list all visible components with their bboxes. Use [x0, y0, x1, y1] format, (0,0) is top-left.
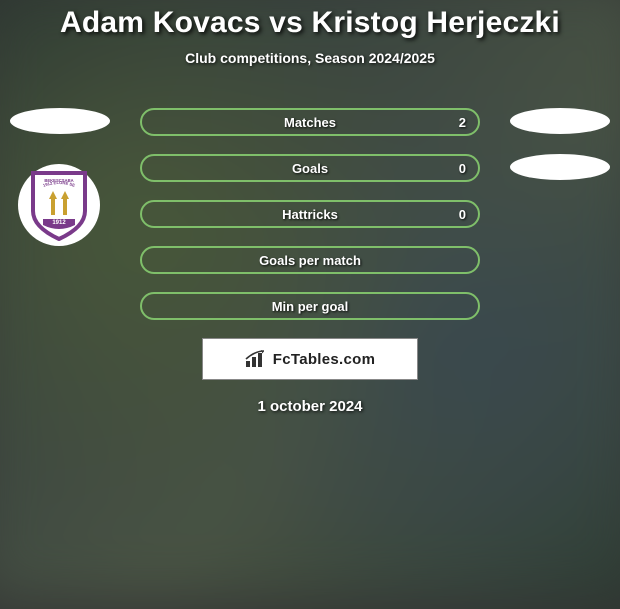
stat-row-gpm: Goals per match: [0, 246, 620, 274]
stat-value-right: 0: [459, 207, 466, 222]
stat-label: Goals per match: [259, 253, 361, 268]
stat-pill: Min per goal: [140, 292, 480, 320]
page-date: 1 october 2024: [0, 398, 620, 415]
stat-row-goals: Goals 0: [0, 154, 620, 182]
stat-value-right: 2: [459, 115, 466, 130]
bars-icon: [245, 350, 267, 368]
stat-row-matches: Matches 2: [0, 108, 620, 136]
page-subtitle: Club competitions, Season 2024/2025: [0, 50, 620, 66]
stat-label: Goals: [292, 161, 328, 176]
stat-pill: Hattricks 0: [140, 200, 480, 228]
page-title: Adam Kovacs vs Kristog Herjeczki: [0, 6, 620, 40]
fctables-label: FcTables.com: [273, 351, 376, 368]
fctables-badge[interactable]: FcTables.com: [202, 338, 418, 380]
stats-container: BEKESCSABA 1912 ELORE SE 1912 Matches 2 …: [0, 108, 620, 320]
stat-label: Min per goal: [272, 299, 349, 314]
stat-label: Matches: [284, 115, 336, 130]
content-wrapper: Adam Kovacs vs Kristog Herjeczki Club co…: [0, 0, 620, 415]
stat-pill: Goals 0: [140, 154, 480, 182]
stat-label: Hattricks: [282, 207, 338, 222]
stat-row-mpg: Min per goal: [0, 292, 620, 320]
stat-value-right: 0: [459, 161, 466, 176]
stat-row-hattricks: Hattricks 0: [0, 200, 620, 228]
stat-pill: Goals per match: [140, 246, 480, 274]
stat-pill: Matches 2: [140, 108, 480, 136]
